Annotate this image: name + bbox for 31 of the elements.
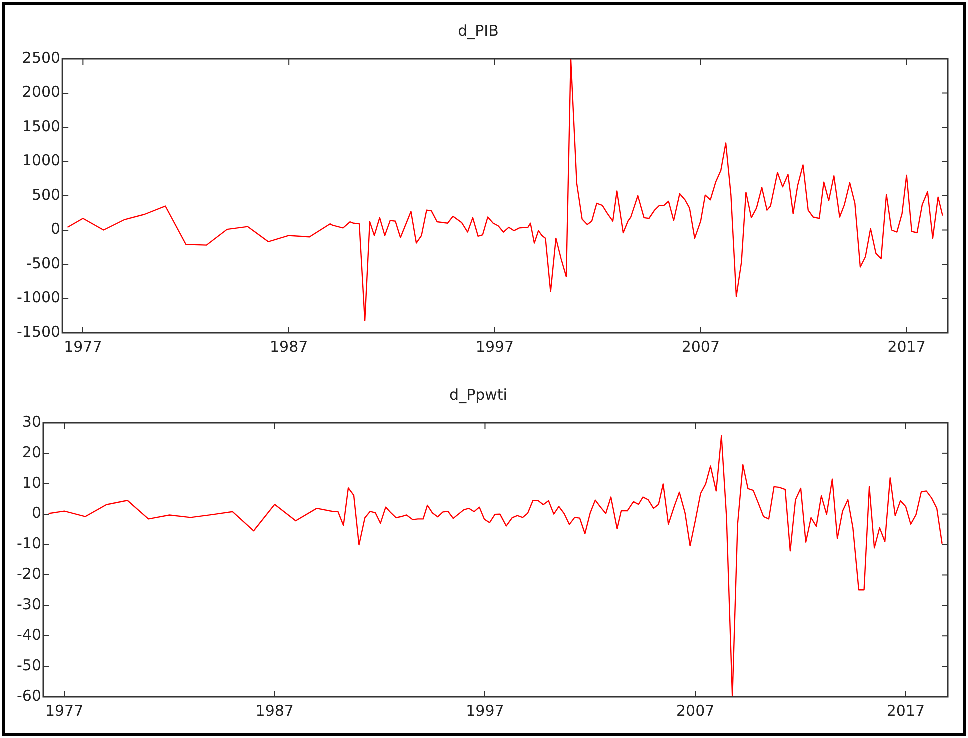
x-tick-label: 1997 bbox=[476, 338, 514, 356]
y-tick-label: 30 bbox=[22, 412, 42, 431]
y-tick-label: -50 bbox=[17, 656, 42, 674]
y-tick-label: -40 bbox=[17, 626, 42, 644]
x-tick-label: 1977 bbox=[45, 702, 84, 720]
y-tick-label: 500 bbox=[32, 186, 61, 204]
y-tick-label: -60 bbox=[17, 686, 42, 705]
x-tick-label: 2007 bbox=[682, 338, 720, 356]
y-tick-label: 10 bbox=[22, 474, 42, 492]
y-tick-label: -1500 bbox=[16, 322, 61, 341]
x-tick-label: 1997 bbox=[466, 702, 504, 720]
y-tick-label: 0 bbox=[32, 504, 42, 522]
x-tick-label: 2017 bbox=[886, 702, 926, 720]
y-tick-label: 0 bbox=[51, 220, 61, 238]
y-tick-label: 1000 bbox=[22, 152, 61, 170]
y-tick-label: 1500 bbox=[22, 117, 61, 136]
chart-title: d_Ppwti bbox=[450, 386, 508, 404]
y-tick-label: -10 bbox=[17, 534, 42, 553]
chart-title: d_PIB bbox=[458, 22, 499, 40]
y-tick-label: 2000 bbox=[22, 83, 61, 102]
y-tick-label: 2500 bbox=[22, 48, 61, 67]
x-tick-label: 2007 bbox=[676, 702, 715, 720]
x-tick-label: 1987 bbox=[256, 702, 294, 720]
y-tick-label: -500 bbox=[26, 254, 61, 272]
x-tick-label: 1977 bbox=[64, 338, 102, 356]
x-tick-label: 1987 bbox=[270, 338, 308, 356]
y-tick-label: -20 bbox=[17, 565, 42, 584]
y-tick-label: -1000 bbox=[16, 288, 61, 307]
x-tick-label: 2017 bbox=[888, 338, 926, 356]
y-tick-label: -30 bbox=[17, 596, 42, 614]
y-tick-label: 20 bbox=[22, 443, 42, 462]
